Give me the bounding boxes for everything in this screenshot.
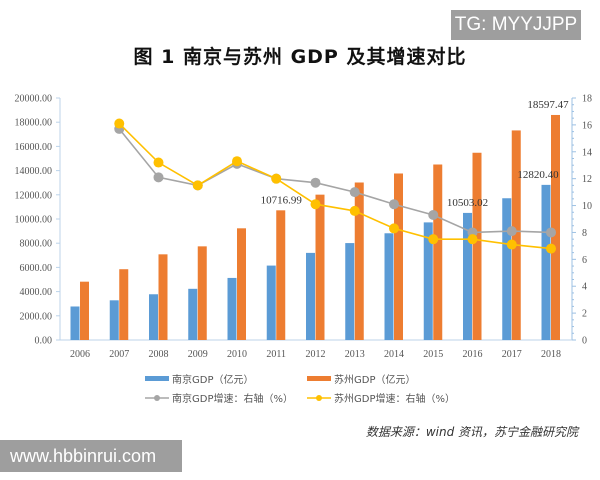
- x-axis-tick-label: 2010: [227, 349, 247, 360]
- right-axis-tick-label: 8: [582, 228, 587, 239]
- left-axis-tick-label: 2000.00: [20, 311, 53, 322]
- legend-marker: [316, 395, 322, 401]
- suzhou-growth-point: [349, 205, 360, 216]
- suzhou-growth-point: [428, 234, 439, 245]
- suzhou-gdp-bar: [394, 173, 403, 340]
- left-axis-tick-label: 6000.00: [20, 263, 53, 274]
- suzhou-gdp-bar: [433, 164, 443, 340]
- left-axis-tick-label: 12000.00: [15, 190, 53, 201]
- suzhou-gdp-bar: [158, 254, 168, 340]
- suzhou-gdp-bar: [511, 130, 521, 340]
- nanjing-gdp-bar: [541, 184, 551, 340]
- left-axis-tick-label: 20000.00: [15, 94, 53, 105]
- nanjing-growth-point: [153, 172, 164, 183]
- right-axis-tick-label: 6: [582, 255, 587, 266]
- suzhou-gdp-bar: [472, 152, 482, 340]
- legend-label: 苏州GDP（亿元）: [334, 373, 415, 386]
- left-axis-tick-label: 8000.00: [20, 239, 53, 250]
- nanjing-gdp-bar: [384, 233, 394, 340]
- watermark-top: TG: MYYJJPP: [451, 10, 581, 40]
- suzhou-growth-point: [546, 243, 556, 254]
- x-axis-tick-label: 2018: [541, 349, 561, 360]
- legend-swatch: [145, 376, 169, 381]
- suzhou-growth-point: [114, 118, 125, 129]
- right-axis-tick-label: 16: [582, 120, 592, 131]
- watermark-bottom: www.hbbinrui.com: [0, 440, 182, 472]
- right-axis-tick-label: 4: [582, 282, 587, 293]
- data-label: 12820.40: [517, 169, 559, 181]
- chart-title: 图 1 南京与苏州 GDP 及其增速对比: [133, 46, 467, 68]
- legend-label: 苏州GDP增速：右轴（%）: [334, 392, 455, 405]
- right-axis-tick-label: 14: [582, 147, 592, 158]
- left-axis-tick-label: 16000.00: [15, 142, 53, 153]
- data-label: 10503.02: [447, 197, 488, 209]
- suzhou-gdp-bar: [237, 228, 246, 340]
- nanjing-gdp-bar: [149, 294, 158, 340]
- x-axis-tick-label: 2009: [188, 349, 208, 360]
- nanjing-gdp-bar: [502, 198, 512, 340]
- suzhou-growth-point: [271, 173, 282, 184]
- nanjing-growth-point: [546, 227, 556, 238]
- nanjing-gdp-bar: [70, 306, 80, 340]
- nanjing-gdp-bar: [463, 212, 472, 340]
- left-axis-tick-label: 18000.00: [15, 118, 53, 129]
- nanjing-growth-point: [428, 209, 439, 220]
- nanjing-gdp-bar: [227, 277, 237, 340]
- suzhou-growth-point: [153, 157, 164, 168]
- suzhou-gdp-bar: [276, 210, 286, 340]
- legend-marker: [154, 395, 160, 401]
- nanjing-gdp-bar: [188, 288, 198, 340]
- source-note: 数据来源：wind 资讯，苏宁金融研究院: [365, 425, 578, 439]
- suzhou-growth-point: [310, 199, 321, 210]
- nanjing-growth-point: [310, 177, 321, 188]
- nanjing-gdp-bar: [345, 243, 355, 340]
- x-axis-tick-label: 2016: [463, 349, 483, 360]
- x-axis-tick-label: 2011: [266, 349, 286, 360]
- x-axis-tick-label: 2014: [384, 349, 404, 360]
- right-axis-tick-label: 10: [582, 201, 592, 212]
- x-axis-tick-label: 2013: [345, 349, 365, 360]
- suzhou-gdp-bar: [315, 194, 325, 340]
- suzhou-growth-point: [192, 180, 203, 191]
- left-axis-tick-label: 14000.00: [15, 166, 53, 177]
- right-axis-tick-label: 2: [582, 309, 587, 320]
- suzhou-gdp-bar: [119, 269, 129, 340]
- suzhou-growth-point: [467, 234, 478, 245]
- legend-swatch: [307, 376, 331, 381]
- x-axis-tick-label: 2012: [306, 349, 326, 360]
- left-axis-tick-label: 10000.00: [15, 215, 53, 226]
- right-axis-tick-label: 12: [582, 174, 592, 185]
- x-axis-tick-label: 2015: [423, 349, 443, 360]
- x-axis-tick-label: 2007: [109, 349, 129, 360]
- nanjing-growth-point: [389, 199, 399, 210]
- suzhou-gdp-bar: [354, 182, 364, 340]
- data-label: 10716.99: [261, 194, 303, 206]
- x-axis-tick-label: 2006: [70, 349, 90, 360]
- nanjing-growth-point: [506, 226, 517, 237]
- legend-label: 南京GDP（亿元）: [172, 373, 253, 386]
- suzhou-gdp-bar: [197, 246, 207, 340]
- x-axis-tick-label: 2017: [502, 349, 522, 360]
- data-label: 18597.47: [527, 99, 569, 111]
- right-axis-tick-label: 18: [582, 94, 592, 105]
- suzhou-gdp-bar: [80, 281, 89, 340]
- suzhou-gdp-bar: [551, 114, 560, 340]
- nanjing-growth-point: [349, 187, 360, 198]
- nanjing-gdp-bar: [266, 265, 276, 340]
- suzhou-growth-point: [232, 156, 242, 167]
- nanjing-growth-line: [118, 128, 552, 234]
- left-axis-tick-label: 4000.00: [20, 287, 53, 298]
- nanjing-gdp-bar: [306, 252, 315, 340]
- suzhou-growth-line: [118, 122, 552, 250]
- left-axis-tick-label: 0.00: [35, 336, 53, 347]
- suzhou-growth-point: [506, 239, 517, 250]
- nanjing-gdp-bar: [109, 300, 119, 340]
- x-axis-tick-label: 2008: [149, 349, 169, 360]
- legend-label: 南京GDP增速：右轴（%）: [172, 392, 293, 405]
- suzhou-growth-point: [389, 223, 399, 234]
- nanjing-gdp-bar: [423, 222, 433, 340]
- right-axis-tick-label: 0: [582, 336, 587, 347]
